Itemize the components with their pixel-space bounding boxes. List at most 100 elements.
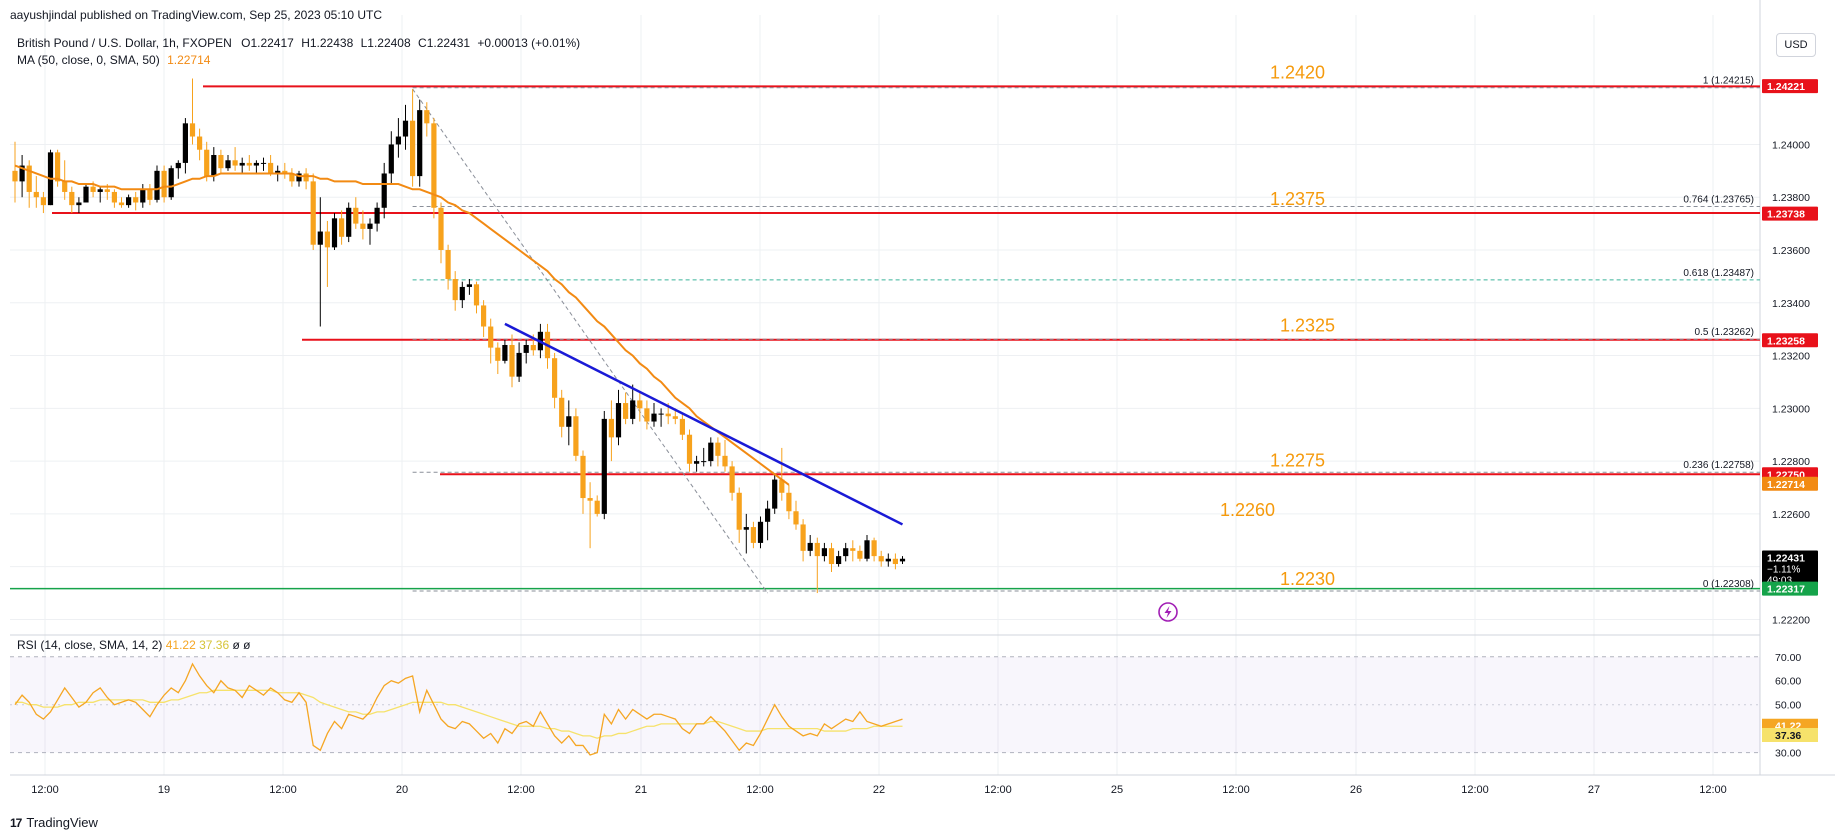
candle-body (523, 345, 529, 353)
candle-body (232, 160, 238, 166)
candle-body (246, 162, 252, 166)
candle-body (594, 500, 600, 514)
fib-level-label: 0 (1.22308) (1703, 579, 1754, 590)
candle-body (601, 418, 607, 514)
candle-body (559, 397, 565, 427)
tradingview-logo-icon: 17 (10, 815, 22, 830)
close-label: C (418, 36, 427, 50)
level-label: 1.2260 (1220, 500, 1275, 520)
candle-body (282, 170, 288, 174)
candle-body (807, 542, 813, 551)
candle-body (715, 442, 721, 456)
candle-body (736, 492, 742, 530)
close-value: 1.22431 (426, 36, 471, 50)
price-tag (1762, 581, 1818, 596)
candle-body (133, 197, 139, 203)
symbol-info: British Pound / U.S. Dollar, 1h, FXOPEN … (17, 36, 580, 50)
time-tick-label: 22 (873, 784, 885, 796)
level-label: 1.2325 (1280, 316, 1335, 336)
fib-level-label: 1 (1.24215) (1703, 76, 1754, 87)
time-tick-label: 12:00 (507, 784, 535, 796)
level-label: 1.2375 (1270, 189, 1325, 209)
ma-legend[interactable]: MA (50, close, 0, SMA, 50) 1.22714 (17, 53, 210, 67)
candle-body (722, 455, 728, 467)
time-tick-label: 12:00 (269, 784, 297, 796)
price-tick-label: 1.23000 (1772, 403, 1810, 415)
ma-legend-label: MA (50, close, 0, SMA, 50) (17, 53, 160, 67)
rsi-legend[interactable]: RSI (14, close, SMA, 14, 2) 41.22 37.36 … (17, 638, 251, 652)
trendline[interactable] (504, 322, 904, 526)
candle-body (679, 418, 685, 435)
candle-body (388, 144, 394, 174)
candle-body (154, 170, 160, 200)
fib-trend-line (412, 88, 769, 594)
candle-body (708, 442, 714, 462)
candle-body (672, 416, 678, 419)
candle-body (729, 466, 735, 493)
bearish-trendline (504, 322, 904, 526)
candle-body (104, 189, 110, 192)
moving-average-line (14, 164, 790, 486)
candle-body (431, 123, 437, 208)
symbol-name[interactable]: British Pound / U.S. Dollar, 1h, FXOPEN (17, 36, 232, 50)
price-tag (1762, 206, 1818, 221)
candle-body (878, 556, 884, 562)
candle-body (289, 173, 295, 182)
candle-body (630, 400, 636, 419)
candle-body (126, 197, 132, 206)
price-tag-subtext: 49:03 (1767, 575, 1792, 586)
candle-body (218, 155, 224, 169)
price-tag-text: 1.23258 (1767, 335, 1805, 347)
time-tick-label: 20 (396, 784, 408, 796)
candle-body (495, 347, 501, 361)
candle-body (843, 548, 849, 557)
candle-body (367, 223, 373, 229)
rsi-tick-label: 60.00 (1775, 676, 1801, 688)
time-tick-label: 25 (1111, 784, 1123, 796)
candle-body (800, 524, 806, 551)
price-tag (1762, 476, 1818, 491)
candle-body (424, 110, 430, 124)
currency-button[interactable]: USD (1776, 33, 1816, 57)
tradingview-branding[interactable]: 17 TradingView (10, 815, 98, 830)
fibonacci-retracement[interactable]: 1 (1.24215) 0.764 (1.23765) 0.618 (1.23487… (412, 76, 1760, 594)
candle-body (395, 136, 401, 145)
candle-body (864, 540, 870, 559)
candle-body (83, 186, 89, 203)
candle-body (175, 162, 181, 169)
candle-body (111, 191, 117, 203)
candle-body (573, 416, 579, 456)
candle-body (828, 548, 835, 565)
rsi-sma-tag (1762, 727, 1818, 742)
candle-body (90, 186, 96, 192)
candle-body (19, 165, 25, 182)
lightning-icon[interactable] (1158, 602, 1178, 622)
candle-body (62, 181, 68, 192)
candle-body (793, 511, 799, 525)
time-axis[interactable]: 12:00 19 12:00 20 12:00 21 12:00 22 12:00 25 12:00… (31, 784, 1727, 796)
candle-body (324, 231, 330, 248)
candle-body (452, 279, 458, 301)
time-tick-label: 12:00 (31, 784, 59, 796)
candle-body (466, 284, 472, 287)
candle-body (481, 305, 487, 327)
price-tick-label: 1.24000 (1772, 139, 1810, 151)
candle-body (211, 155, 217, 177)
candle-body (26, 165, 32, 192)
candle-body (317, 231, 323, 245)
candle-body (346, 207, 352, 237)
change-value: +0.00013 (+0.01%) (477, 36, 581, 50)
candle-body (473, 284, 480, 306)
price-tag-text: 1.22317 (1767, 584, 1805, 596)
candle-body (836, 556, 842, 565)
price-tag (1762, 79, 1818, 94)
candle-body (381, 173, 387, 208)
candle-body (296, 173, 302, 182)
time-tick-label: 12:00 (1461, 784, 1489, 796)
ma50-line (14, 164, 790, 486)
grid (10, 0, 1835, 776)
candle-body (260, 162, 267, 164)
price-axis[interactable]: 1.24000 1.23800 1.23600 1.23400 1.23200 1.230… (1772, 139, 1810, 626)
